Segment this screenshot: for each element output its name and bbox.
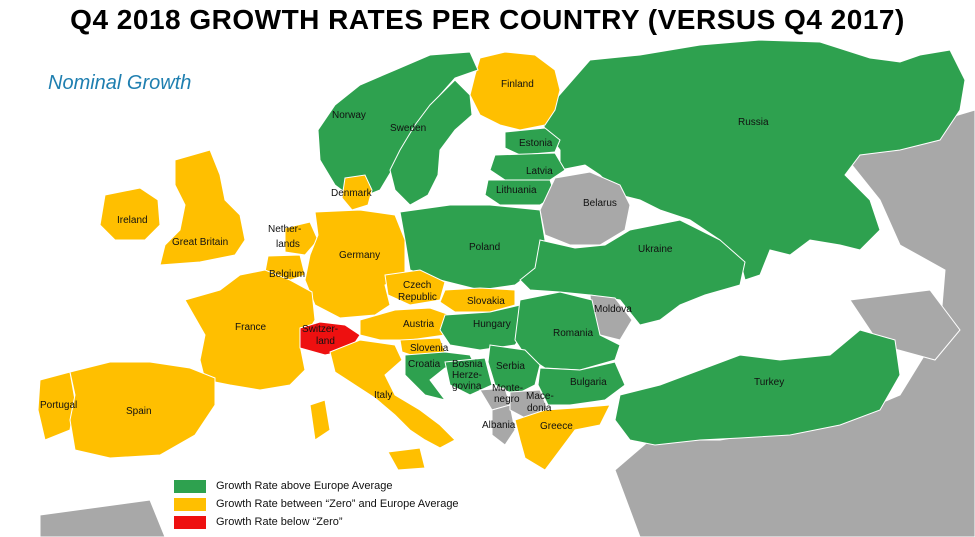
country-spain: [69, 361, 216, 459]
label-denmark: Denmark: [331, 188, 373, 199]
country-ireland: [99, 187, 161, 241]
label-netherlands-1: Nether-: [268, 224, 301, 235]
label-switzerland-1: Switzer-: [302, 324, 338, 335]
country-lithuania: [484, 179, 556, 206]
label-greece: Greece: [540, 421, 573, 432]
label-lithuania: Lithuania: [496, 185, 537, 196]
label-france: France: [235, 322, 267, 333]
country-netherlands: [284, 221, 319, 256]
country-greece: [514, 404, 611, 471]
label-estonia: Estonia: [519, 138, 553, 149]
country-denmark: [341, 174, 373, 211]
legend-label-above: Growth Rate above Europe Average: [216, 480, 393, 492]
legend-swatch-below: [174, 515, 206, 529]
country-sardinia: [309, 399, 331, 441]
country-turkey: [614, 329, 901, 446]
label-norway: Norway: [332, 110, 366, 121]
legend-label-below: Growth Rate below “Zero”: [216, 516, 343, 528]
legend-item-below: Growth Rate below “Zero”: [174, 513, 459, 531]
country-czech-republic: [384, 269, 446, 306]
country-hungary: [439, 304, 531, 351]
label-belarus: Belarus: [583, 198, 617, 209]
label-sweden: Sweden: [390, 123, 426, 134]
label-spain: Spain: [126, 406, 152, 417]
label-turkey: Turkey: [754, 377, 784, 388]
label-czech-1: Czech: [403, 280, 431, 291]
label-macedonia-2: donia: [527, 403, 552, 414]
label-ireland: Ireland: [117, 215, 148, 226]
legend-item-between: Growth Rate between “Zero” and Europe Av…: [174, 495, 459, 513]
label-bulgaria: Bulgaria: [570, 377, 607, 388]
label-bosnia-2: Herze-: [452, 370, 482, 381]
country-germany: [304, 209, 406, 319]
label-great-britain: Great Britain: [172, 237, 228, 248]
label-poland: Poland: [469, 242, 500, 253]
label-belgium: Belgium: [269, 269, 305, 280]
legend: Growth Rate above Europe Average Growth …: [174, 477, 459, 531]
label-switzerland-2: land: [316, 336, 335, 347]
label-croatia: Croatia: [408, 359, 441, 370]
label-slovakia: Slovakia: [467, 296, 505, 307]
country-finland: [469, 51, 561, 131]
label-albania: Albania: [482, 420, 516, 431]
label-macedonia-1: Mace-: [526, 391, 554, 402]
country-bulgaria: [537, 361, 626, 406]
label-slovenia: Slovenia: [410, 343, 449, 354]
legend-item-above: Growth Rate above Europe Average: [174, 477, 459, 495]
country-france: [184, 269, 316, 391]
label-moldova: Moldova: [594, 304, 632, 315]
country-albania: [491, 404, 516, 446]
country-ukraine: [519, 219, 746, 326]
label-bosnia-3: govina: [452, 381, 482, 392]
legend-swatch-above: [174, 479, 206, 493]
label-portugal: Portugal: [40, 400, 77, 411]
label-montenegro-2: negro: [494, 394, 520, 405]
label-hungary: Hungary: [473, 319, 511, 330]
label-germany: Germany: [339, 250, 380, 261]
label-austria: Austria: [403, 319, 435, 330]
label-czech-2: Republic: [398, 292, 437, 303]
country-great-britain: [159, 149, 246, 266]
legend-label-between: Growth Rate between “Zero” and Europe Av…: [216, 498, 459, 510]
label-italy: Italy: [374, 390, 392, 401]
label-serbia: Serbia: [496, 361, 525, 372]
chart-title: Q4 2018 GROWTH RATES PER COUNTRY (VERSUS…: [70, 4, 905, 35]
label-netherlands-2: lands: [276, 239, 300, 250]
country-slovakia: [439, 287, 516, 313]
label-romania: Romania: [553, 328, 593, 339]
country-sweden: [389, 79, 473, 206]
label-montenegro-1: Monte-: [492, 383, 523, 394]
legend-swatch-between: [174, 497, 206, 511]
label-latvia: Latvia: [526, 166, 553, 177]
label-russia: Russia: [738, 117, 769, 128]
label-finland: Finland: [501, 79, 534, 90]
country-serbia: [487, 344, 541, 396]
map-subtitle: Nominal Growth: [48, 72, 192, 94]
label-bosnia-1: Bosnia: [452, 359, 483, 370]
nodata-africa-region: [39, 499, 166, 537]
country-estonia: [504, 127, 561, 156]
country-italy: [329, 339, 456, 449]
label-ukraine: Ukraine: [638, 244, 673, 255]
country-sicily: [387, 447, 426, 471]
